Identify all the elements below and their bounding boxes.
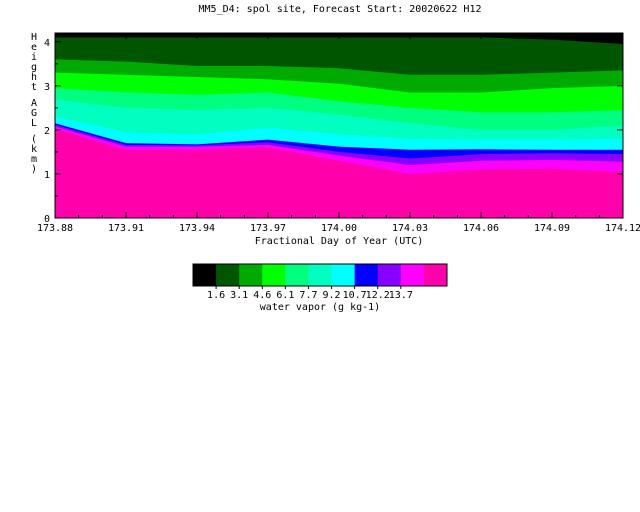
colorbar-swatch [377,264,402,286]
y-tick-label: 3 [44,82,50,93]
x-tick-label: 173.91 [108,223,144,234]
chart-title: MM5_D4: spol site, Forecast Start: 20020… [199,4,482,15]
x-tick-label: 174.03 [392,223,428,234]
x-tick-label: 173.88 [37,223,73,234]
colorbar-frame [192,263,448,287]
colorbar-swatch [262,264,286,286]
y-tick-label: 0 [44,214,50,225]
colorbar-swatch [193,264,217,286]
x-tick-label: 173.97 [250,223,286,234]
colorbar-swatch [285,264,309,286]
colorbar-swatch [216,264,240,286]
contour-bands [55,37,623,219]
y-tick-label: 4 [44,38,50,49]
colorbar-swatch [354,264,379,286]
colorbar-tick-label: 7.7 [299,290,317,301]
colorbar-swatch [331,264,356,286]
colorbar-swatch [423,264,448,286]
x-axis: 173.88 173.91 173.94 173.97 174.00 174.03 174.… [37,33,640,234]
x-tick-label: 173.94 [179,223,215,234]
x-tick-label: 174.09 [534,223,570,234]
x-axis-label: Fractional Day of Year (UTC) [255,236,424,247]
colorbar: 1.6 3.1 4.6 6.1 7.7 9.2 10.712.213.7 [192,263,448,301]
colorbar-swatch [400,264,425,286]
x-tick-label: 174.06 [463,223,499,234]
plot-area [54,32,624,219]
y-tick-label: 1 [44,170,50,181]
colorbar-label: water vapor (g kg-1) [260,302,380,313]
colorbar-tick-label: 1.6 [207,290,225,301]
y-tick-label: 2 [44,126,50,137]
colorbar-tick-label: 13.7 [389,290,413,301]
colorbar-tick-label: 4.6 [253,290,271,301]
x-tick-label: 174.00 [321,223,357,234]
colorbar-tick-label: 10.7 [343,290,367,301]
colorbar-swatch [308,264,333,286]
colorbar-tick-label: 9.2 [323,290,341,301]
colorbar-swatch [239,264,263,286]
y-axis: 0 1 2 3 4 [44,38,623,225]
x-tick-label: 174.12 [605,223,640,234]
colorbar-tick-label: 3.1 [230,290,248,301]
colorbar-tick-label: 6.1 [276,290,294,301]
contour-band [55,129,623,218]
colorbar-tick-label: 12.2 [366,290,390,301]
